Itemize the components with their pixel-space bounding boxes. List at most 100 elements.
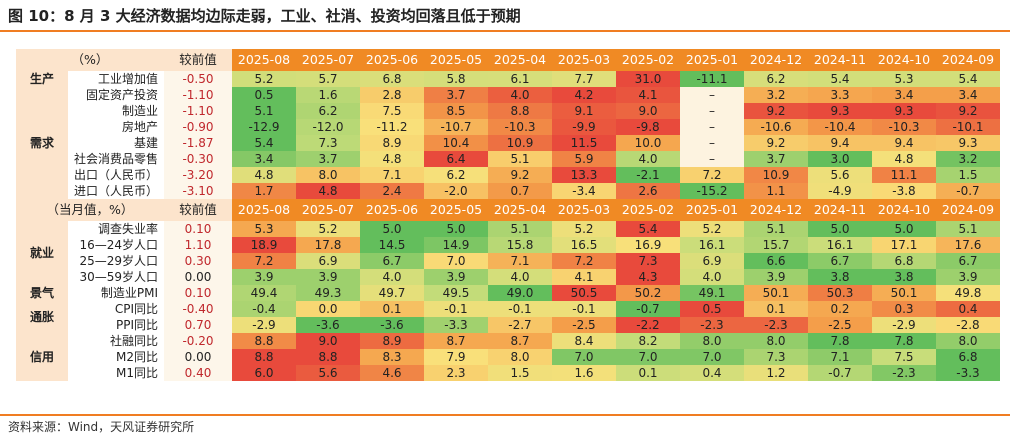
value-cell: 5.6 bbox=[808, 167, 872, 183]
value-cell: 9.0 bbox=[616, 103, 680, 119]
value-cell: 14.5 bbox=[360, 237, 424, 253]
month-header: 2024-10 bbox=[872, 199, 936, 221]
month-header: 2025-05 bbox=[424, 49, 488, 71]
value-cell: 8.0 bbox=[744, 333, 808, 349]
month-header: 2025-08 bbox=[232, 199, 296, 221]
value-cell: 4.8 bbox=[872, 151, 936, 167]
value-cell: 10.0 bbox=[616, 135, 680, 151]
value-cell: 50.1 bbox=[744, 285, 808, 301]
prev-change-cell: 0.70 bbox=[164, 317, 232, 333]
value-cell: -3.8 bbox=[872, 183, 936, 199]
value-cell: 9.3 bbox=[872, 103, 936, 119]
value-cell: 1.1 bbox=[744, 183, 808, 199]
row-label: M2同比 bbox=[68, 349, 164, 365]
value-cell: 5.2 bbox=[552, 221, 616, 237]
value-cell: 3.7 bbox=[744, 151, 808, 167]
month-header: 2024-09 bbox=[936, 199, 1000, 221]
table-row: 景气 制造业PMI 0.10 49.4 49.3 49.7 49.5 49.0 50.5 50.2… bbox=[16, 285, 1000, 301]
value-cell: -2.3 bbox=[744, 317, 808, 333]
month-header: 2025-05 bbox=[424, 199, 488, 221]
value-cell: 7.5 bbox=[872, 349, 936, 365]
table-row: 25—29岁人口 0.30 7.2 6.9 6.7 7.0 7.1 7.2 7.3 6.9 6.6 6… bbox=[16, 253, 1000, 269]
data-table: （%） 较前值 2025-08 2025-07 2025-06 2025-05 2025-0… bbox=[16, 49, 1000, 381]
row-label: 基建 bbox=[68, 135, 164, 151]
row-label: 制造业PMI bbox=[68, 285, 164, 301]
value-cell: 8.2 bbox=[616, 333, 680, 349]
value-cell: 5.3 bbox=[232, 221, 296, 237]
value-cell: 7.5 bbox=[360, 103, 424, 119]
value-cell: -0.7 bbox=[808, 365, 872, 381]
value-cell: 7.1 bbox=[808, 349, 872, 365]
value-cell: 6.9 bbox=[680, 253, 744, 269]
prev-change-cell: 0.30 bbox=[164, 253, 232, 269]
value-cell: 6.4 bbox=[424, 151, 488, 167]
month-header: 2025-07 bbox=[296, 49, 360, 71]
value-cell: 8.7 bbox=[424, 333, 488, 349]
value-cell: 16.9 bbox=[616, 237, 680, 253]
row-label: CPI同比 bbox=[68, 301, 164, 317]
value-cell: -11.2 bbox=[360, 119, 424, 135]
value-cell: 4.0 bbox=[360, 269, 424, 285]
value-cell: – bbox=[680, 119, 744, 135]
value-cell: 8.4 bbox=[552, 333, 616, 349]
value-cell: 5.0 bbox=[360, 221, 424, 237]
value-cell: 4.0 bbox=[680, 269, 744, 285]
value-cell: 4.2 bbox=[552, 87, 616, 103]
value-cell: 0.0 bbox=[296, 301, 360, 317]
month-header: 2025-03 bbox=[552, 199, 616, 221]
value-cell: 8.0 bbox=[680, 333, 744, 349]
value-cell: -3.6 bbox=[360, 317, 424, 333]
prev-change-cell: 0.10 bbox=[164, 221, 232, 237]
value-cell: 5.0 bbox=[872, 221, 936, 237]
value-cell: 9.2 bbox=[936, 103, 1000, 119]
value-cell: 0.4 bbox=[680, 365, 744, 381]
value-cell: -2.9 bbox=[872, 317, 936, 333]
value-cell: -10.3 bbox=[872, 119, 936, 135]
value-cell: -0.7 bbox=[936, 183, 1000, 199]
value-cell: 7.7 bbox=[552, 71, 616, 87]
value-cell: 10.9 bbox=[488, 135, 552, 151]
value-cell: -10.3 bbox=[488, 119, 552, 135]
value-cell: 1.5 bbox=[488, 365, 552, 381]
value-cell: 8.3 bbox=[360, 349, 424, 365]
value-cell: 9.2 bbox=[744, 135, 808, 151]
value-cell: -12.9 bbox=[232, 119, 296, 135]
value-cell: 10.9 bbox=[744, 167, 808, 183]
table-row: 生产 工业增加值 -0.50 5.2 5.7 6.8 5.8 6.1 7.7 31.0 -11.1 6… bbox=[16, 71, 1000, 87]
row-label: 固定资产投资 bbox=[68, 87, 164, 103]
bottom-rule bbox=[0, 414, 1010, 416]
value-cell: 0.1 bbox=[616, 365, 680, 381]
value-cell: 15.8 bbox=[488, 237, 552, 253]
value-cell: 5.2 bbox=[232, 71, 296, 87]
value-cell: 4.6 bbox=[360, 365, 424, 381]
value-cell: 9.0 bbox=[296, 333, 360, 349]
row-label: M1同比 bbox=[68, 365, 164, 381]
value-cell: 50.3 bbox=[808, 285, 872, 301]
row-label: 房地产 bbox=[68, 119, 164, 135]
prev-change-cell: 0.00 bbox=[164, 349, 232, 365]
month-header: 2025-02 bbox=[616, 199, 680, 221]
row-label: 30—59岁人口 bbox=[68, 269, 164, 285]
value-cell: 3.3 bbox=[808, 87, 872, 103]
value-cell: 7.2 bbox=[232, 253, 296, 269]
value-cell: 3.4 bbox=[936, 87, 1000, 103]
value-cell: 6.7 bbox=[936, 253, 1000, 269]
value-cell: 7.8 bbox=[872, 333, 936, 349]
month-header: 2025-01 bbox=[680, 49, 744, 71]
value-cell: – bbox=[680, 87, 744, 103]
value-cell: 0.2 bbox=[808, 301, 872, 317]
value-cell: 9.1 bbox=[552, 103, 616, 119]
row-label: 社融同比 bbox=[68, 333, 164, 349]
value-cell: 5.7 bbox=[296, 71, 360, 87]
prev-change-cell: -1.87 bbox=[164, 135, 232, 151]
row-label: 工业增加值 bbox=[68, 71, 164, 87]
value-cell: 8.8 bbox=[232, 349, 296, 365]
prev-change-cell: -3.10 bbox=[164, 183, 232, 199]
value-cell: 7.2 bbox=[680, 167, 744, 183]
value-cell: -2.5 bbox=[552, 317, 616, 333]
value-cell: 49.0 bbox=[488, 285, 552, 301]
value-cell: 6.2 bbox=[424, 167, 488, 183]
value-cell: 3.0 bbox=[808, 151, 872, 167]
value-cell: 3.9 bbox=[232, 269, 296, 285]
value-cell: 16.5 bbox=[552, 237, 616, 253]
